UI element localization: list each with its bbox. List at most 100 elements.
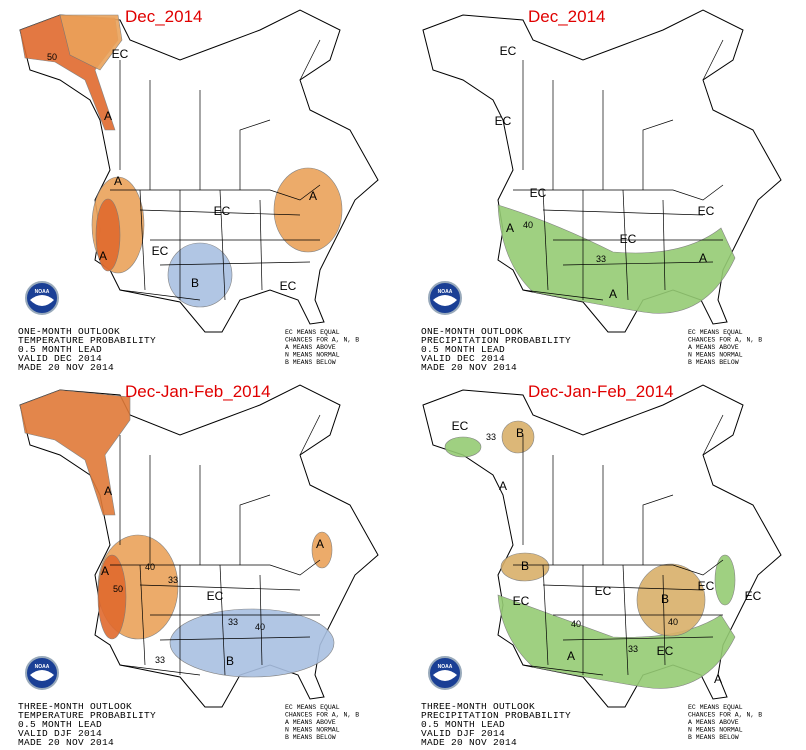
- boundary: [562, 261, 714, 266]
- map-label: A: [99, 249, 107, 263]
- boundary: [702, 414, 724, 456]
- map-label: A: [609, 287, 617, 301]
- boundary: [159, 261, 311, 266]
- caption-line: MADE 20 NOV 2014: [18, 737, 114, 748]
- caption-line: 0.5 MONTH LEAD: [421, 719, 505, 730]
- boundary: [139, 209, 301, 216]
- logo-text: NOAA: [438, 289, 453, 295]
- boundary: [562, 636, 714, 641]
- map-label: 33: [628, 644, 638, 654]
- boundary: [299, 39, 321, 81]
- boundary: [702, 39, 724, 81]
- panel: Dec-Jan-Feb_2014 A A 40 50 33 EC A 33 40 33 B NOAA TH…: [18, 382, 379, 748]
- boundary: [139, 189, 146, 291]
- legend-line: EC MEANS EQUAL: [285, 704, 340, 711]
- caption-line: ONE-MONTH OUTLOOK: [421, 326, 523, 337]
- caption-line: MADE 20 NOV 2014: [421, 362, 517, 373]
- boundary: [219, 189, 226, 301]
- legend-line: A MEANS ABOVE: [688, 719, 739, 726]
- map-label: 40: [255, 622, 265, 632]
- map-label: B: [516, 426, 524, 440]
- legend-line: A MEANS ABOVE: [688, 344, 739, 351]
- map-label: 33: [486, 432, 496, 442]
- boundary: [542, 564, 549, 666]
- map-label: A: [499, 479, 507, 493]
- panel-title: Dec_2014: [528, 7, 606, 26]
- map-label: A: [104, 109, 112, 123]
- outlook-region: [497, 594, 736, 689]
- logo-text: NOAA: [438, 664, 453, 670]
- map-label: A: [316, 537, 324, 551]
- caption-line: THREE-MONTH OUTLOOK: [421, 701, 535, 712]
- legend-line: CHANCES FOR A, N, B: [688, 712, 762, 719]
- map-label: EC: [280, 279, 297, 293]
- map-label: 40: [523, 220, 533, 230]
- map-label: B: [661, 592, 669, 606]
- boundary: [622, 564, 629, 676]
- legend-line: N MEANS NORMAL: [285, 727, 340, 734]
- legend-line: N MEANS NORMAL: [688, 352, 743, 359]
- boundary: [110, 184, 321, 201]
- map-label: EC: [530, 186, 547, 200]
- caption-line: ONE-MONTH OUTLOOK: [18, 326, 120, 337]
- map-label: EC: [620, 232, 637, 246]
- boundary: [139, 564, 146, 666]
- boundary: [622, 189, 629, 301]
- boundary: [119, 289, 201, 301]
- boundary: [662, 574, 666, 666]
- map-label: A: [101, 564, 109, 578]
- map-label: EC: [513, 594, 530, 608]
- legend-line: A MEANS ABOVE: [285, 719, 336, 726]
- map-label: 33: [596, 254, 606, 264]
- caption-line: TEMPERATURE PROBABILITY: [18, 710, 156, 721]
- map-label: 40: [668, 617, 678, 627]
- boundary: [110, 559, 321, 576]
- caption-line: THREE-MONTH OUTLOOK: [18, 701, 132, 712]
- boundary: [139, 584, 301, 591]
- caption-line: MADE 20 NOV 2014: [421, 737, 517, 748]
- map-label: A: [714, 672, 722, 686]
- logo-bird: [433, 670, 457, 681]
- panel-title: Dec-Jan-Feb_2014: [528, 382, 674, 401]
- boundary: [159, 636, 311, 641]
- panel-title: Dec-Jan-Feb_2014: [125, 382, 271, 401]
- map-label: A: [567, 649, 575, 663]
- outlook-region: [444, 436, 482, 458]
- outlook-region: [497, 204, 736, 314]
- caption-line: VALID DJF 2014: [421, 728, 505, 739]
- map-label: EC: [698, 204, 715, 218]
- boundary: [662, 199, 666, 291]
- outlook-region: [95, 198, 121, 272]
- outlook-region: [501, 420, 535, 454]
- map-label: EC: [657, 644, 674, 658]
- boundary: [542, 209, 704, 216]
- outlook-region: [59, 14, 123, 71]
- legend-line: CHANCES FOR A, N, B: [688, 337, 762, 344]
- boundary: [542, 189, 549, 291]
- outlook-region: [97, 554, 127, 640]
- legend-line: EC MEANS EQUAL: [688, 704, 743, 711]
- logo-bird: [30, 670, 54, 681]
- boundary: [542, 584, 704, 591]
- boundary: [259, 199, 263, 291]
- caption-line: TEMPERATURE PROBABILITY: [18, 335, 156, 346]
- legend-line: EC MEANS EQUAL: [285, 329, 340, 336]
- map-label: A: [114, 174, 122, 188]
- map-label: EC: [112, 47, 129, 61]
- legend-line: CHANCES FOR A, N, B: [285, 712, 359, 719]
- map-label: EC: [214, 204, 231, 218]
- map-label: 50: [113, 584, 123, 594]
- boundary: [239, 494, 271, 565]
- legend-line: B MEANS BELOW: [285, 359, 336, 366]
- map-label: EC: [152, 244, 169, 258]
- map-label: EC: [595, 584, 612, 598]
- outlook-region: [169, 608, 335, 678]
- panel: Dec_2014 EC EC EC A 40 EC EC 33 A A NOAA ONE-MONTH O…: [421, 7, 782, 373]
- legend-line: EC MEANS EQUAL: [688, 329, 743, 336]
- map-label: EC: [452, 419, 469, 433]
- map-label: B: [191, 276, 199, 290]
- map-label: 50: [47, 52, 57, 62]
- outlook-region: [500, 552, 550, 582]
- map-label: 40: [571, 619, 581, 629]
